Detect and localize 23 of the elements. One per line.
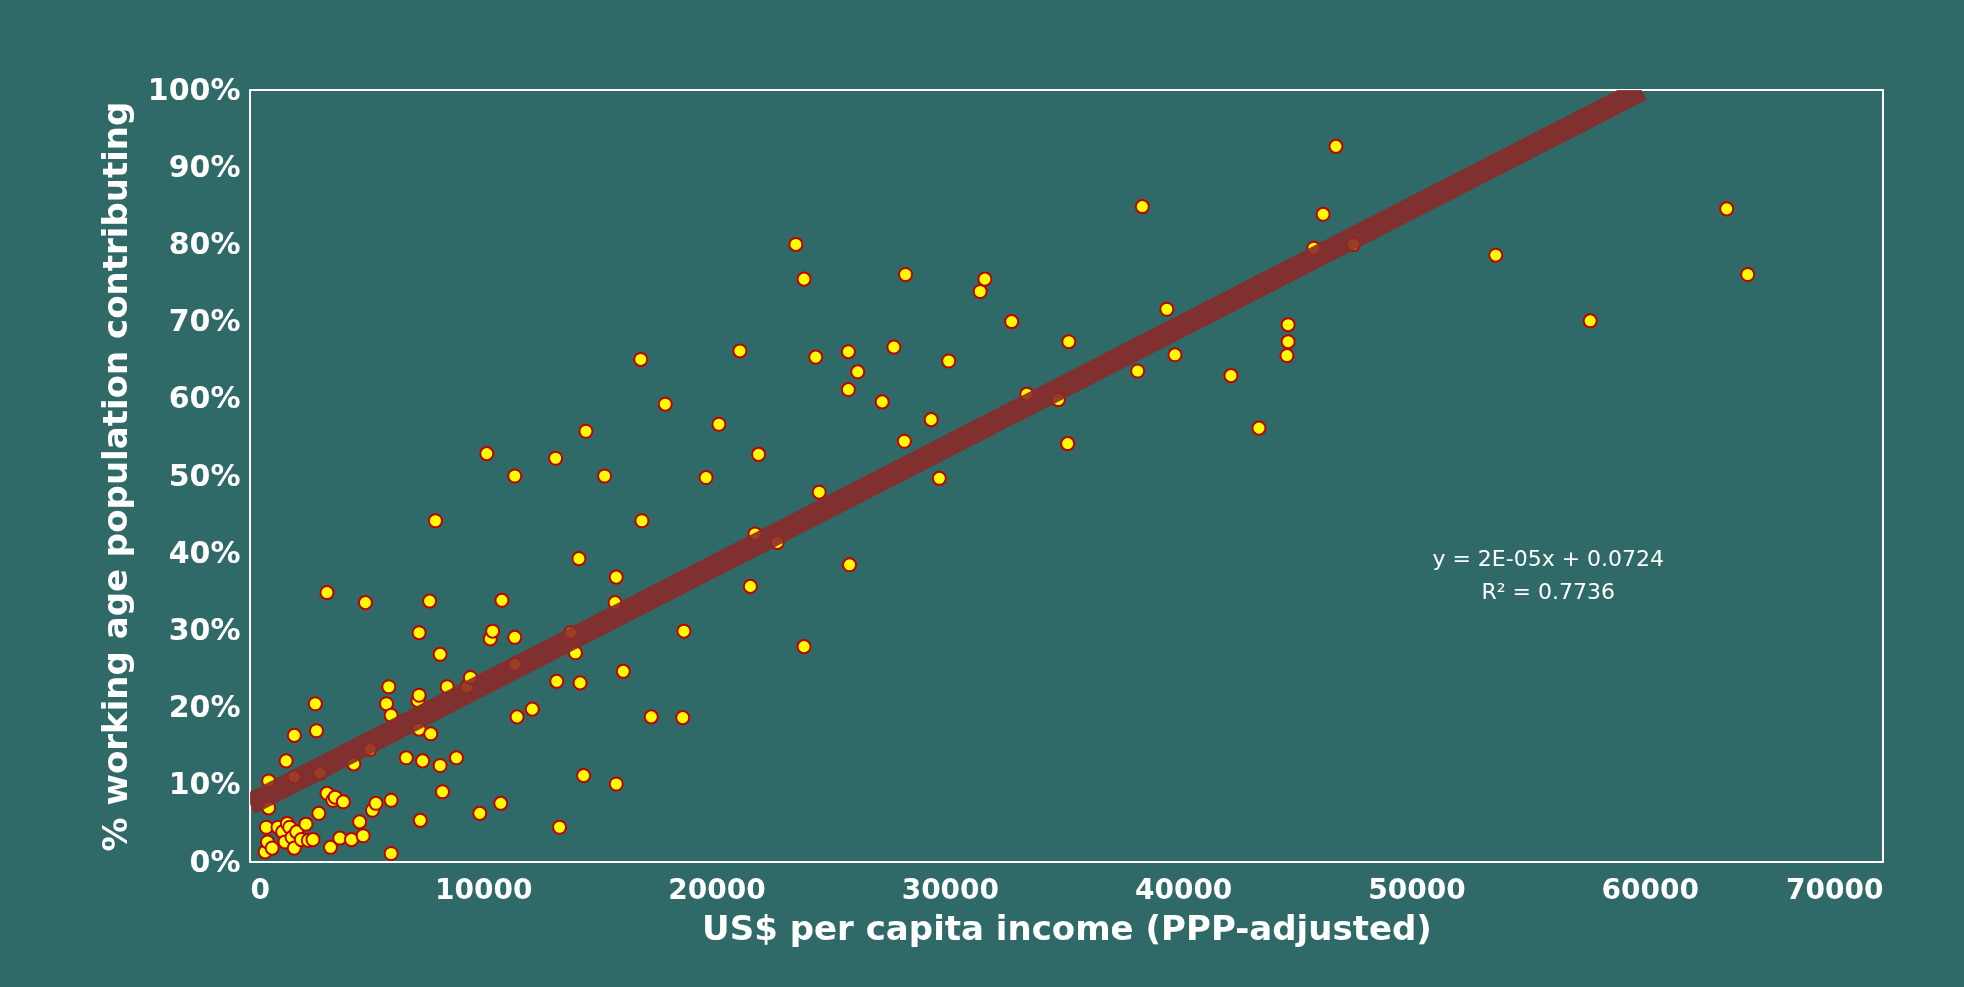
x-tick-label: 0 — [250, 872, 270, 906]
x-tick-label: 50000 — [1368, 872, 1466, 906]
y-tick-label: 20% — [168, 689, 241, 725]
x-tick-label: 10000 — [435, 872, 533, 906]
y-tick-label: 90% — [168, 148, 241, 184]
y-tick-label: 100% — [147, 71, 241, 107]
annotation: R² = 0.7736 — [1481, 578, 1615, 604]
x-tick-label: 40000 — [1134, 872, 1233, 906]
y-tick-label: 80% — [168, 225, 241, 261]
y-tick-label: 50% — [168, 457, 241, 493]
x-tick-label: 20000 — [668, 872, 766, 906]
annotation: y = 2E-05x + 0.0724 — [1432, 545, 1665, 571]
y-tick-label: 40% — [168, 534, 241, 570]
x-tick-label: 30000 — [901, 872, 1000, 906]
x-tick-label: 60000 — [1601, 872, 1699, 906]
x-tick-label: 70000 — [1786, 872, 1884, 906]
y-tick-label: 10% — [168, 766, 241, 802]
x-axis-title: US$ per capita income (PPP-adjusted) — [702, 907, 1432, 948]
y-tick-label: 70% — [168, 303, 241, 339]
y-tick-label: 60% — [168, 380, 241, 416]
y-tick-label: 30% — [168, 611, 241, 647]
y-tick-label: 0% — [189, 843, 241, 879]
y-axis-title: % working age population contributing — [94, 101, 135, 852]
